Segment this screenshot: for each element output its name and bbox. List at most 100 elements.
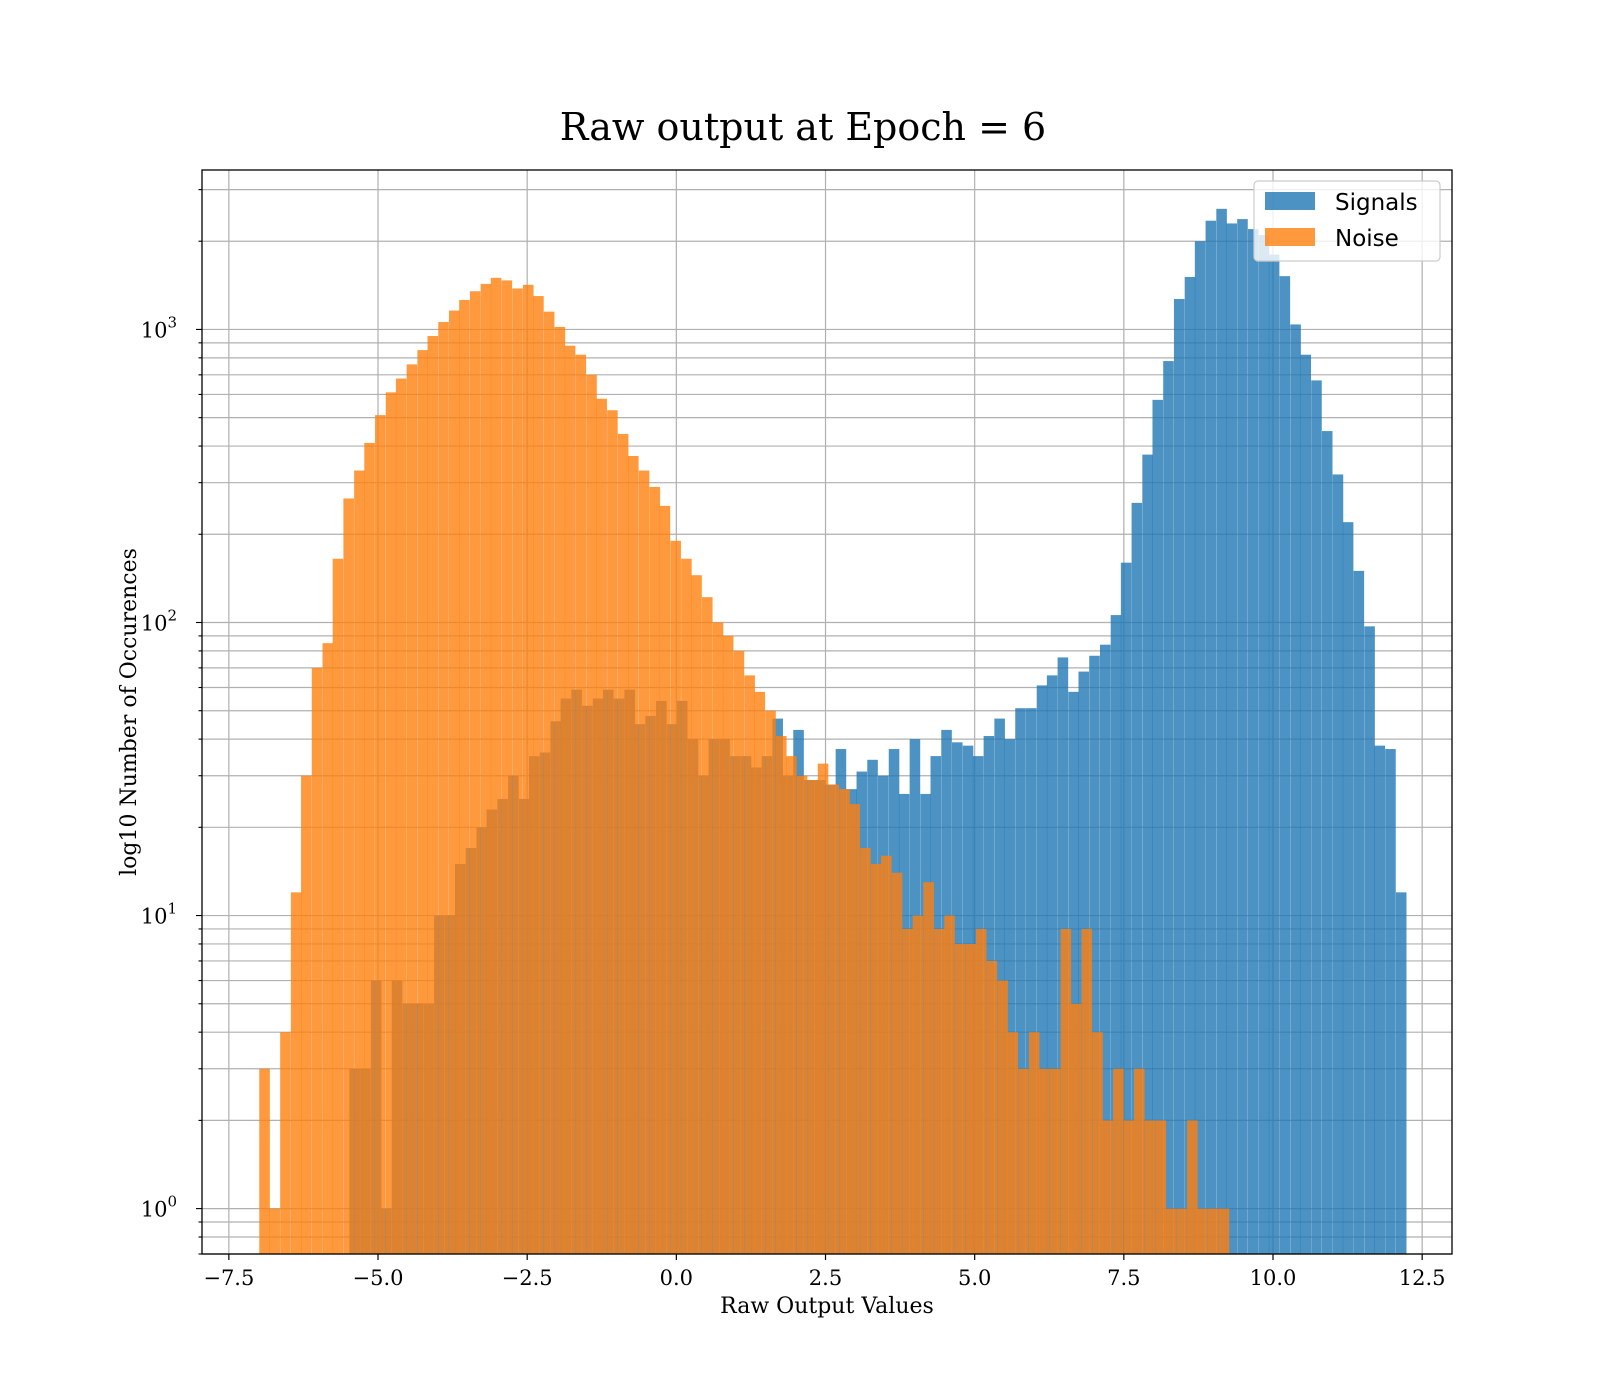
bar-noise (543, 311, 555, 1255)
bar-noise (1092, 1032, 1103, 1254)
bar-noise (733, 650, 745, 1254)
bar-noise (839, 789, 850, 1254)
bar-noise (1060, 928, 1072, 1254)
y-tick-exponent: 3 (167, 313, 177, 331)
bar-noise (533, 296, 544, 1254)
bar-noise (786, 756, 797, 1254)
bar-noise (912, 915, 924, 1254)
bar-noise (385, 392, 397, 1254)
bar-signals (1385, 749, 1396, 1254)
bar-noise (490, 277, 502, 1254)
bar-signals (1353, 570, 1365, 1254)
legend: Signals Noise (1253, 180, 1441, 262)
legend-swatch-noise (1265, 228, 1315, 246)
bar-signals (1110, 615, 1122, 1254)
bar-signals (1025, 708, 1037, 1254)
bar-signals (1194, 241, 1206, 1255)
bar-noise (480, 283, 492, 1254)
bar-signals (1173, 299, 1185, 1254)
bar-signals (1321, 431, 1333, 1254)
bar-noise (332, 558, 344, 1254)
histogram-bars (259, 208, 1407, 1255)
bar-noise (1018, 1068, 1029, 1254)
bar-signals (1099, 644, 1111, 1254)
bar-noise (406, 364, 418, 1254)
bar-noise (375, 415, 386, 1254)
x-tick-label: 0.0 (660, 1266, 693, 1290)
bar-signals (1237, 219, 1248, 1255)
bar-signals (1226, 223, 1238, 1254)
x-tick-label: 2.5 (809, 1266, 842, 1290)
bar-noise (902, 928, 914, 1254)
bar-noise (649, 486, 661, 1254)
bar-noise (449, 310, 460, 1255)
bar-signals (1152, 399, 1164, 1254)
bar-noise (438, 322, 449, 1254)
x-tick-label: −2.5 (502, 1266, 553, 1290)
bar-signals (1120, 562, 1132, 1254)
bar-noise (775, 735, 787, 1254)
x-axis-label: Raw Output Values (720, 1294, 934, 1319)
bar-noise (427, 335, 439, 1254)
bar-signals (1311, 380, 1322, 1254)
bar-noise (607, 410, 618, 1254)
bar-noise (849, 804, 860, 1254)
bar-signals (1163, 361, 1174, 1254)
bar-noise (311, 667, 323, 1254)
bar-signals (1364, 626, 1375, 1254)
bar-noise (681, 558, 692, 1254)
bar-noise (986, 960, 998, 1254)
bar-noise (722, 635, 734, 1254)
bar-noise (586, 374, 597, 1255)
bar-noise (280, 1032, 291, 1254)
bar-noise (828, 784, 840, 1254)
plot-frame (201, 169, 1453, 1255)
bar-signals (1068, 691, 1079, 1254)
bar-noise (744, 675, 755, 1254)
bar-noise (343, 498, 354, 1254)
bar-noise (860, 848, 871, 1254)
bar-noise (965, 943, 977, 1254)
bar-noise (1176, 1208, 1187, 1254)
bar-signals (1374, 745, 1385, 1254)
bar-noise (954, 943, 966, 1254)
bar-noise (659, 505, 671, 1254)
bar-noise (617, 433, 629, 1254)
bar-noise (880, 855, 892, 1254)
bar-noise (807, 780, 819, 1254)
bar-noise (702, 597, 713, 1254)
bar-noise (459, 300, 470, 1254)
bar-noise (596, 398, 607, 1254)
bar-noise (1028, 1032, 1040, 1254)
bar-noise (944, 915, 955, 1254)
bar-noise (301, 775, 312, 1254)
x-tick-label: −5.0 (353, 1266, 404, 1290)
x-tick-label: 10.0 (1250, 1266, 1297, 1290)
bar-signals (1046, 675, 1058, 1254)
bar-noise (354, 470, 365, 1254)
chart-title: Raw output at Epoch = 6 (560, 105, 1046, 149)
bar-noise (1070, 1003, 1082, 1254)
bar-noise (1081, 928, 1093, 1254)
x-tick-label: 12.5 (1399, 1266, 1446, 1290)
y-tick-exponent: 2 (167, 606, 177, 624)
bar-noise (1165, 1208, 1177, 1254)
bar-signals (1300, 354, 1312, 1254)
bar-noise (1155, 1120, 1167, 1254)
bar-noise (554, 326, 566, 1255)
bar-noise (512, 288, 523, 1254)
bar-noise (1102, 1120, 1113, 1254)
bar-signals (1015, 708, 1026, 1254)
bar-signals (1142, 454, 1153, 1254)
bar-noise (754, 691, 766, 1254)
x-tick-label: −7.5 (203, 1266, 254, 1290)
bar-noise (1123, 1120, 1135, 1254)
bar-noise (923, 882, 934, 1254)
bar-noise (322, 643, 334, 1254)
y-tick-exponent: 1 (167, 900, 177, 918)
bar-signals (1089, 655, 1100, 1254)
bar-signals (1258, 235, 1270, 1254)
bar-noise (395, 378, 407, 1254)
bar-noise (1113, 1068, 1124, 1254)
